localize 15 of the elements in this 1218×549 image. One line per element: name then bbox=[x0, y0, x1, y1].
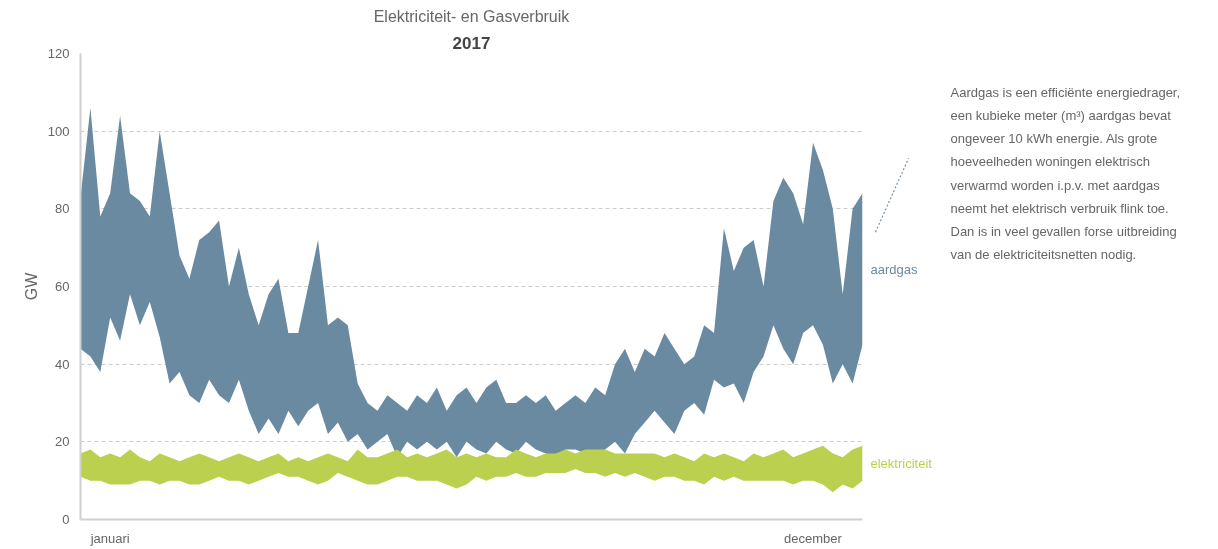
text: Aardgas is een efficiënte energiedrager, een kubieke meter (m³) aardgas bevat ongeveer 10 kWh energie. Als grote hoeveelheden woningen elektrisch verwarmd worden i.p.v. met aardgas neemt het elektrisch verbruik flink toe. Dan is in veel gevallen forse uitbreiding van de elektriciteitsnetten nodig. bbox=[950, 84, 1181, 263]
legend-label: elektriciteit bbox=[870, 455, 933, 471]
y-tick-label: 120 bbox=[47, 46, 70, 61]
y-tick-label: 60 bbox=[55, 279, 70, 294]
y-tick-label: 80 bbox=[55, 201, 70, 217]
legend-label: aardgas bbox=[870, 261, 918, 277]
y-tick-label: 20 bbox=[55, 434, 70, 450]
y-tick-label: 100 bbox=[47, 123, 70, 139]
x-tick-label: januari bbox=[89, 530, 130, 546]
y-axis-title: GW bbox=[22, 271, 40, 301]
y-tick-label: 0 bbox=[62, 512, 70, 527]
x-tick-label: december bbox=[784, 530, 843, 546]
y-tick-label: 40 bbox=[55, 356, 70, 372]
chart-title: 2017 bbox=[452, 33, 491, 53]
chart-subtitle: Elektriciteit- en Gasverbruik bbox=[373, 7, 571, 25]
